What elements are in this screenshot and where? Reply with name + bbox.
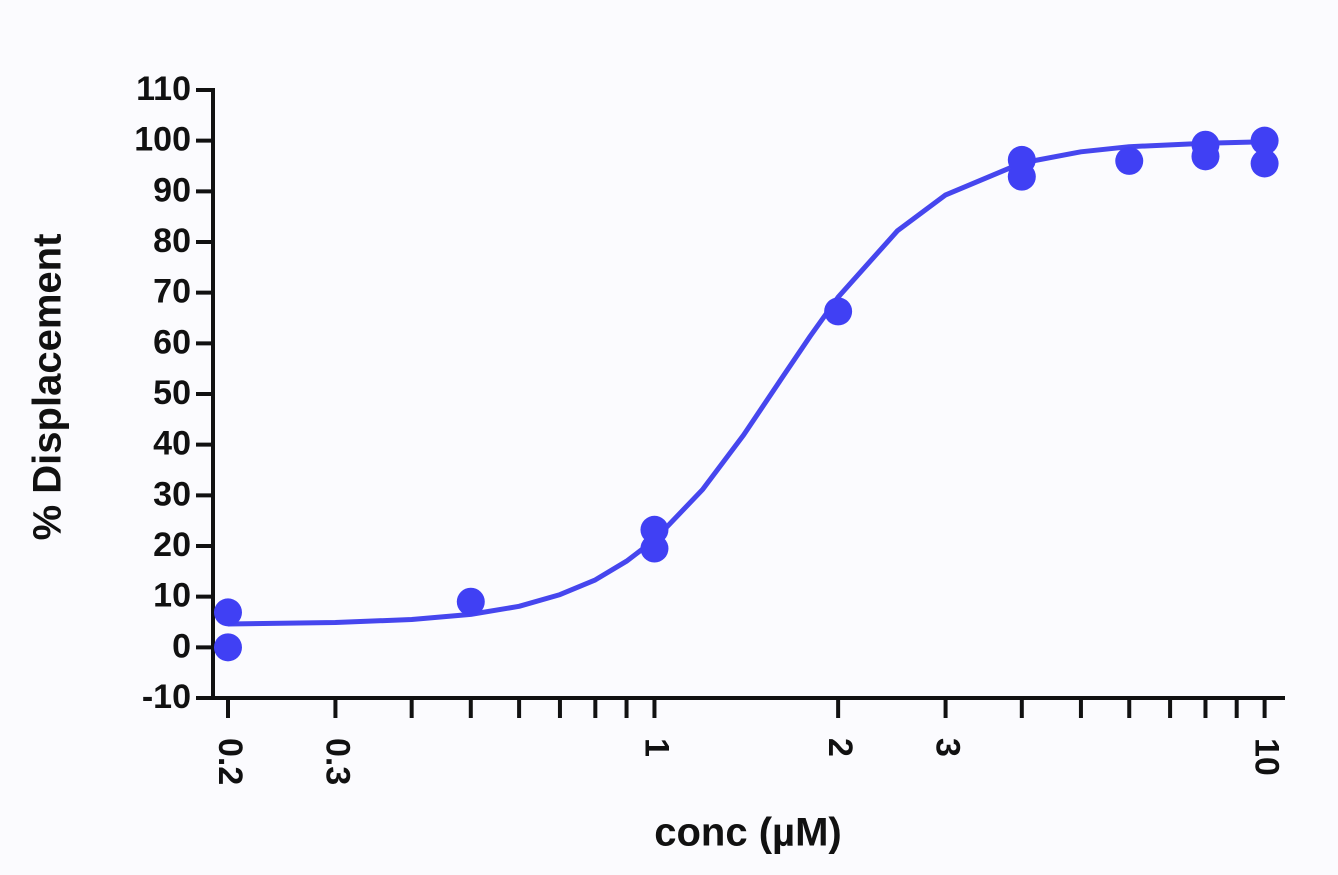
data-point (640, 534, 669, 563)
data-point (1250, 126, 1279, 155)
x-tick-label: 3 (929, 738, 967, 757)
y-axis-title: % Displacement (26, 234, 70, 541)
y-tick-label: 30 (153, 475, 191, 513)
fit-curve (227, 139, 1265, 627)
y-tick-label: 10 (153, 577, 191, 615)
y-tick-label: 60 (153, 323, 191, 361)
x-axis-title: conc (µM) (654, 811, 841, 855)
x-tick-label: 0.2 (211, 738, 249, 785)
y-tick-label: 100 (134, 121, 191, 159)
x-tick-label: 10 (1248, 738, 1286, 776)
data-point (824, 297, 853, 326)
y-tick-label: 40 (153, 425, 191, 463)
data-point (213, 598, 242, 627)
data-point (1191, 142, 1220, 171)
y-tick-label: -10 (142, 678, 191, 716)
data-point (456, 587, 485, 616)
x-tick-label: 0.3 (318, 738, 356, 785)
x-tick-label: 1 (637, 738, 675, 757)
y-tick-label: 110 (136, 70, 191, 108)
data-point (1115, 146, 1144, 175)
data-point (213, 633, 242, 662)
y-tick-label: 80 (153, 222, 191, 260)
y-tick-label: 90 (153, 171, 191, 209)
data-point (1250, 149, 1279, 178)
y-tick-label: 0 (172, 627, 191, 665)
x-tick-label: 2 (821, 738, 859, 757)
data-point (1007, 162, 1036, 191)
y-tick-label: 70 (153, 273, 191, 311)
y-tick-label: 20 (153, 526, 191, 564)
y-tick-label: 50 (153, 374, 191, 412)
